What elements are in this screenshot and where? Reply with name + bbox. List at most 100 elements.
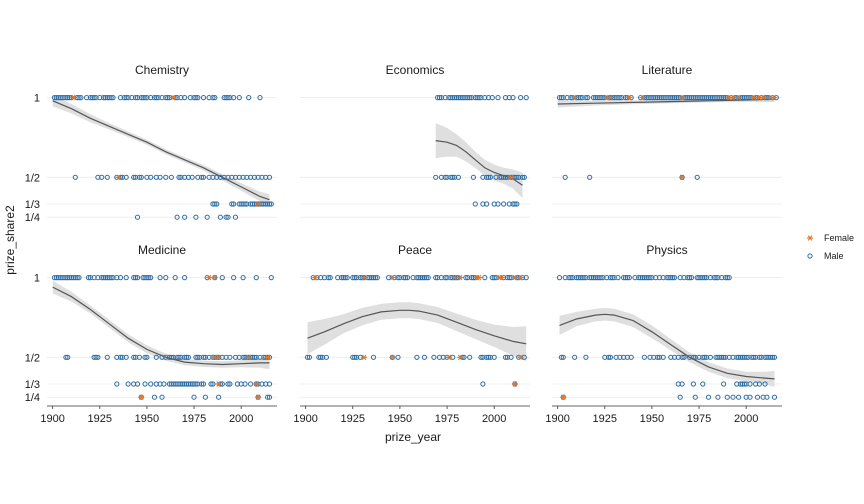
point-male: [214, 201, 220, 207]
point-male: [681, 275, 687, 281]
point-male: [125, 95, 131, 101]
point-male: [707, 95, 714, 101]
point-male: [403, 275, 409, 281]
point-male: [114, 275, 120, 281]
point-male: [590, 95, 597, 101]
point-male: [741, 381, 747, 387]
point-male: [134, 381, 141, 387]
point-male: [123, 95, 129, 101]
point-male: [165, 95, 171, 101]
point-male: [248, 381, 254, 387]
point-male: [512, 201, 518, 207]
point-male: [265, 394, 271, 400]
point-male: [123, 174, 129, 180]
point-male: [707, 275, 714, 281]
point-male: [216, 394, 222, 400]
point-male: [641, 354, 648, 360]
smooth-line: [559, 313, 775, 380]
x-tick-label: 1950: [388, 413, 412, 425]
point-male: [414, 354, 420, 360]
point-male: [168, 354, 174, 360]
point-female: [771, 94, 778, 101]
point-male: [655, 95, 661, 101]
point-male: [514, 201, 520, 207]
point-male: [265, 201, 271, 207]
point-male: [189, 174, 195, 180]
panel-literature: Literature: [552, 63, 782, 218]
point-male: [747, 381, 753, 387]
point-male: [202, 394, 208, 400]
point-male: [344, 275, 350, 281]
point-male: [615, 275, 621, 281]
point-male: [643, 275, 649, 281]
smooth-line: [52, 100, 270, 201]
point-male: [242, 381, 248, 387]
point-male: [702, 275, 708, 281]
x-tick-label: 1925: [593, 413, 617, 425]
point-male: [431, 354, 437, 360]
point-male: [478, 354, 484, 360]
point-male: [592, 275, 599, 281]
legend-key-asterisk: [807, 235, 813, 241]
point-male: [656, 95, 663, 101]
point-male: [352, 275, 358, 281]
point-male: [719, 275, 725, 281]
point-male: [153, 95, 159, 101]
point-male: [370, 354, 377, 360]
point-male: [114, 381, 120, 387]
point-male: [671, 275, 678, 281]
point-male: [519, 174, 526, 180]
smooth-line: [52, 286, 270, 366]
point-male: [577, 275, 583, 281]
point-male: [724, 275, 730, 281]
point-male: [142, 95, 148, 101]
point-male: [721, 381, 727, 387]
point-female: [498, 274, 505, 281]
legend-label: Male: [824, 251, 844, 261]
point-male: [104, 354, 110, 360]
y-axis-title: prize_share2: [3, 205, 17, 275]
point-male: [354, 354, 360, 360]
point-male: [266, 381, 273, 387]
point-male: [210, 381, 216, 387]
point-male: [491, 275, 497, 281]
point-female: [312, 274, 319, 281]
point-male: [495, 95, 501, 101]
point-male: [754, 394, 761, 400]
point-male: [655, 354, 661, 360]
point-male: [76, 95, 82, 101]
point-male: [502, 174, 509, 180]
y-tick-label: 1: [34, 273, 40, 285]
point-male: [114, 354, 120, 360]
point-male: [510, 95, 516, 101]
facet-title-economics: Economics: [386, 63, 445, 77]
point-male: [433, 275, 439, 281]
point-male: [762, 381, 768, 387]
point-male: [266, 394, 273, 400]
point-female: [215, 354, 222, 361]
point-male: [352, 354, 358, 360]
point-male: [185, 354, 191, 360]
point-male: [72, 275, 78, 281]
legend-item-female: Female: [807, 233, 854, 243]
point-male: [700, 381, 706, 387]
point-male: [518, 95, 524, 101]
point-male: [151, 394, 158, 400]
point-male: [624, 275, 631, 281]
point-male: [421, 354, 427, 360]
point-male: [104, 174, 110, 180]
point-male: [117, 275, 124, 281]
point-male: [134, 275, 141, 281]
point-male: [176, 354, 182, 360]
point-male: [707, 354, 714, 360]
point-male: [157, 174, 163, 180]
point-male: [690, 381, 697, 387]
point-male: [660, 354, 666, 360]
point-male: [63, 275, 69, 281]
point-male: [91, 95, 97, 101]
point-female: [679, 94, 686, 101]
point-male: [562, 174, 568, 180]
point-male: [736, 394, 742, 400]
point-male: [469, 275, 475, 281]
point-female: [457, 274, 464, 281]
